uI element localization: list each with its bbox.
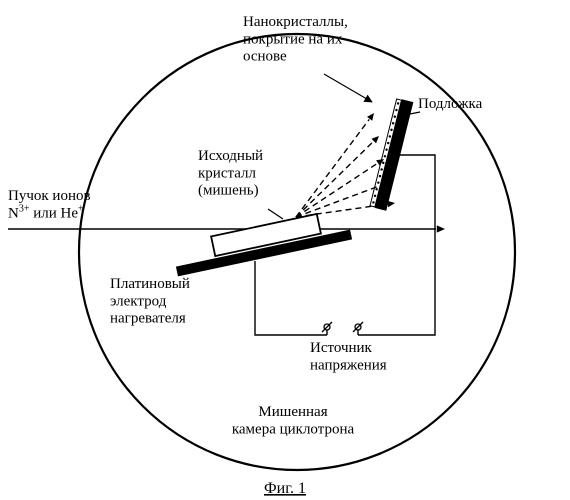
substrate-label: Подложка	[418, 96, 483, 112]
figure-caption: Фиг. 1	[264, 480, 306, 497]
electrode-label: Платиновыйэлектроднагревателя	[110, 276, 190, 327]
crystal-label: Исходныйкристалл(мишень)	[198, 148, 263, 199]
power-label: Источникнапряжения	[310, 340, 387, 373]
crystal-leader	[268, 209, 283, 219]
nanocrystals-label: Нанокристаллы,покрытие на ихоснове	[243, 14, 348, 65]
nanocrystals-leader	[324, 74, 372, 102]
chamber-label: Мишеннаякамера циклотрона	[232, 404, 355, 437]
ion-beam-label: Пучок ионовN3+ или He+	[8, 188, 91, 221]
